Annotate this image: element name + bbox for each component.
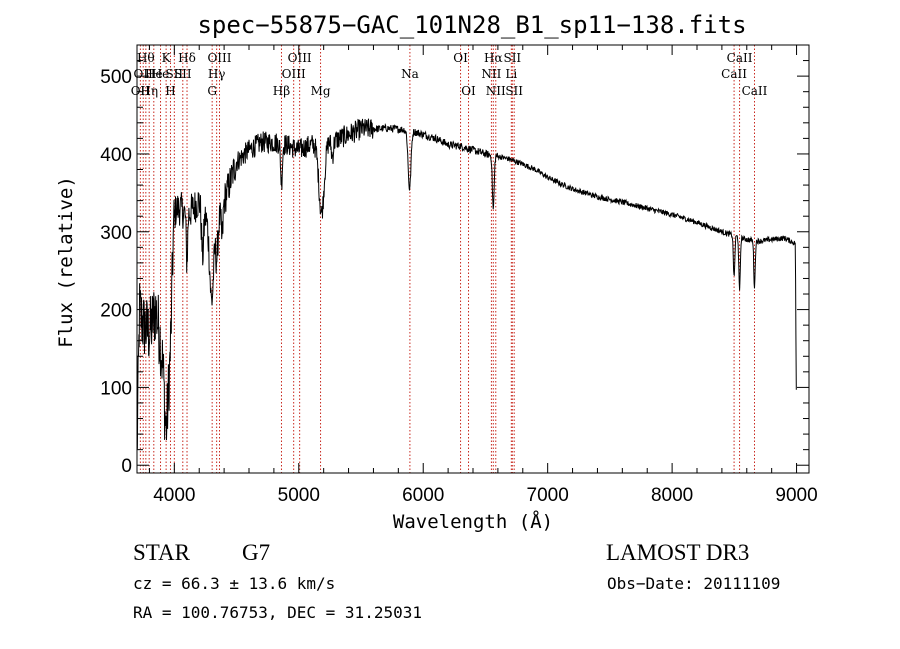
spectral-line-label: CaII	[727, 51, 753, 65]
x-tick-label: 4000	[153, 485, 195, 506]
spectral-line-label: K	[162, 51, 172, 65]
spectral-line-label: H	[165, 84, 175, 98]
y-axis-ticks: 0 100 200 300 400 500	[100, 60, 809, 477]
spectral-line-label: NII	[481, 67, 501, 81]
spectral-line-label: CaII	[742, 84, 768, 98]
y-tick-label: 400	[100, 145, 132, 166]
x-axis-ticks: 4000 5000 6000 7000 8000 9000	[148, 45, 818, 506]
chart-title: spec−55875−GAC_101N28_B1_sp11−138.fits	[197, 11, 746, 39]
x-tick-label: 9000	[775, 485, 817, 506]
spectral-line-label: Hα	[484, 51, 503, 65]
y-axis-label: Flux (relative)	[55, 176, 77, 348]
spectral-line-label: CaII	[721, 67, 747, 81]
spectral-line-markers	[139, 45, 755, 473]
spectral-line-label: OII	[131, 84, 151, 98]
spectral-line-label: SII	[165, 67, 183, 81]
x-tick-label: 5000	[278, 485, 320, 506]
object-class: STAR	[133, 540, 191, 565]
spectral-line-label: OIII	[288, 51, 312, 65]
spectral-line-label: OI	[453, 51, 468, 65]
spectral-line-label: Li	[505, 67, 517, 81]
coordinates-text: RA = 100.76753, DEC = 31.25031	[133, 603, 422, 622]
x-axis-label: Wavelength (Å)	[393, 510, 553, 533]
plot-frame	[136, 44, 810, 474]
obs-date-text: Obs−Date: 20111109	[607, 574, 780, 593]
y-tick-label: 300	[100, 223, 132, 244]
spectral-line-label: NII	[486, 84, 506, 98]
spectral-line-label: SII	[174, 67, 192, 81]
redshift-text: cz = 66.3 ± 13.6 km/s	[133, 574, 335, 593]
spectral-line-label: Hβ	[273, 84, 290, 98]
y-tick-label: 200	[100, 301, 132, 322]
spectral-line-label: Hδ	[178, 51, 196, 65]
spectrum-series-line	[136, 118, 797, 449]
spectral-line-label: OIII	[282, 67, 306, 81]
spectral-line-label: Hγ	[208, 67, 226, 81]
spectral-line-label: OI	[461, 84, 476, 98]
y-tick-label: 100	[100, 378, 132, 399]
spectral-line-label: G	[207, 84, 217, 98]
spectral-line-label: OIII	[207, 51, 231, 65]
spectral-line-label: He	[145, 67, 163, 81]
spectral-line-label: He	[152, 67, 170, 81]
y-tick-label: 0	[121, 456, 132, 477]
x-tick-label: 7000	[527, 485, 569, 506]
x-tick-label: 6000	[402, 485, 444, 506]
spectral-line-label: Mg	[311, 84, 331, 98]
spectral-line-label: OII	[134, 67, 154, 81]
y-tick-label: 500	[100, 67, 132, 88]
survey-name: LAMOST DR3	[606, 540, 749, 565]
spectral-line-label: SII	[505, 84, 523, 98]
spectral-line-label: Na	[401, 67, 419, 81]
spectral-line-label: Hη	[140, 84, 158, 98]
spectral-line-label: Hθ	[137, 51, 155, 65]
spectral-line-label: SII	[503, 51, 521, 65]
spectral-subclass: G7	[242, 540, 270, 565]
x-tick-label: 8000	[651, 485, 693, 506]
